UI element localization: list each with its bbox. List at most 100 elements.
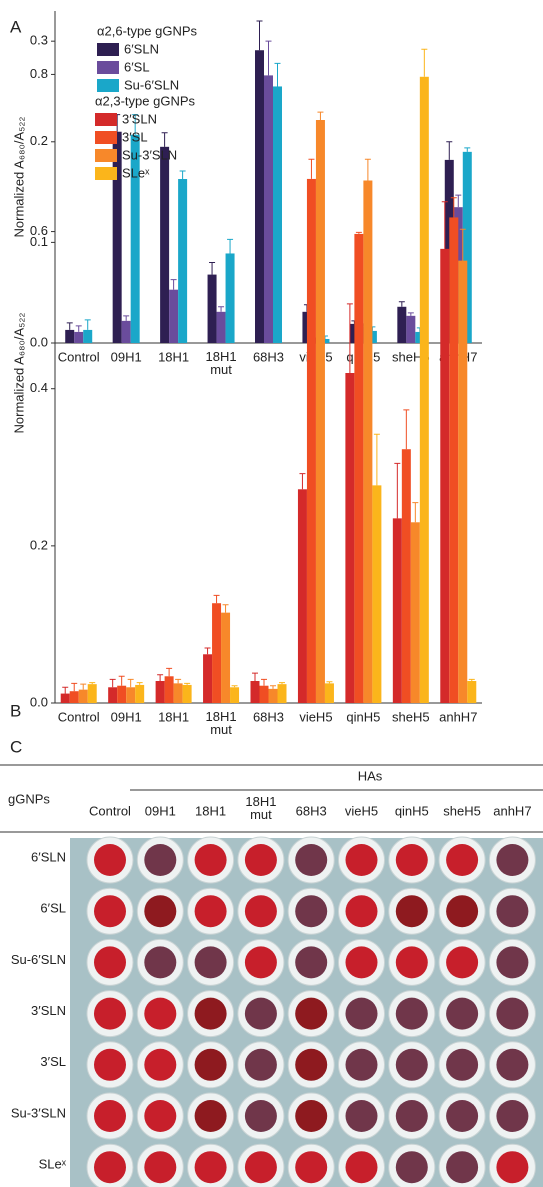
bar	[372, 485, 382, 703]
error-bar	[270, 685, 276, 689]
bar	[169, 289, 179, 343]
error-bar	[394, 462, 401, 519]
bar	[467, 681, 477, 703]
well	[395, 1048, 428, 1081]
bar	[126, 687, 136, 703]
row-label: Su-3′SLN	[11, 1105, 66, 1120]
well	[244, 844, 277, 876]
bar	[69, 691, 79, 703]
bar	[406, 315, 416, 343]
bar	[273, 86, 282, 344]
bar	[60, 693, 70, 703]
x-tick-label: 68H3	[253, 349, 284, 364]
well	[446, 1151, 479, 1184]
bar	[117, 685, 127, 703]
error-bar	[279, 682, 285, 685]
well	[194, 1048, 227, 1081]
well	[496, 946, 529, 979]
x-tick-label: 18H1 mut	[206, 349, 237, 377]
well	[496, 844, 529, 876]
y-tick-label: 0.4	[30, 380, 48, 395]
bar	[83, 329, 93, 343]
bar	[203, 654, 213, 703]
well	[295, 844, 328, 876]
error-bar	[231, 685, 238, 688]
column-header: HAs	[358, 768, 383, 783]
well	[496, 997, 529, 1030]
well	[94, 895, 126, 928]
error-bar	[252, 672, 258, 681]
well	[194, 1100, 227, 1132]
well	[144, 844, 177, 876]
well	[94, 844, 126, 876]
well	[446, 1100, 479, 1132]
y-tick-label: 0.0	[30, 334, 48, 349]
well	[94, 1151, 126, 1184]
error-bar	[109, 678, 116, 688]
error-bar	[218, 306, 225, 312]
y-tick-label: 0.1	[30, 234, 48, 249]
error-bar	[326, 681, 333, 684]
well	[395, 946, 428, 979]
error-bar	[256, 20, 263, 51]
row-label: 3′SLN	[31, 1003, 66, 1018]
bar	[392, 518, 402, 703]
bar	[264, 75, 273, 343]
y-tick-label: 0.2	[30, 133, 48, 148]
error-bar	[204, 647, 211, 655]
legend-label: Su-6′SLN	[124, 77, 179, 92]
well	[94, 1100, 126, 1132]
error-bar	[299, 473, 306, 490]
x-tick-label: 18H1	[158, 709, 189, 724]
legend-label: Su-3′SLN	[122, 147, 177, 162]
error-bar	[346, 303, 353, 373]
row-header: gGNPs	[8, 791, 50, 806]
bar	[259, 685, 269, 703]
well	[144, 1151, 177, 1184]
error-bar	[66, 322, 73, 330]
column-label: Control	[89, 803, 131, 818]
well	[194, 895, 227, 928]
bar	[410, 522, 420, 703]
well	[295, 895, 328, 928]
well	[194, 844, 227, 876]
error-bar	[403, 409, 410, 450]
x-tick-label: Control	[58, 349, 100, 364]
well	[345, 1100, 378, 1132]
bar	[297, 489, 307, 703]
error-bar	[123, 315, 130, 321]
error-bar	[355, 231, 362, 234]
well	[295, 1048, 328, 1081]
bar	[121, 320, 131, 343]
well	[395, 895, 428, 928]
well	[496, 1048, 529, 1081]
error-bar	[170, 279, 177, 290]
well	[144, 895, 177, 928]
error-bar	[373, 433, 380, 486]
well	[345, 997, 378, 1030]
well	[446, 895, 479, 928]
x-tick-label: 68H3	[253, 709, 284, 724]
row-label: Su-6′SLN	[11, 952, 66, 967]
error-bar	[209, 262, 216, 275]
row-label: SLeˣ	[39, 1157, 67, 1172]
error-bar	[213, 594, 220, 604]
error-bar	[274, 62, 281, 87]
legend-swatch	[95, 167, 117, 180]
well	[345, 946, 378, 979]
legend-swatch	[97, 79, 119, 92]
bar	[250, 681, 260, 703]
bar	[397, 306, 407, 343]
error-bar	[364, 158, 371, 181]
bar	[164, 676, 174, 703]
well	[94, 997, 126, 1030]
y-tick-label: 0.2	[30, 537, 48, 552]
error-bar	[265, 40, 272, 76]
well	[244, 1048, 277, 1081]
error-bar	[132, 114, 139, 135]
x-tick-label: qinH5	[346, 709, 380, 724]
panel-label: B	[10, 701, 21, 720]
legend-label: 3′SLN	[122, 111, 157, 126]
well	[345, 1048, 378, 1081]
bar	[182, 684, 192, 703]
